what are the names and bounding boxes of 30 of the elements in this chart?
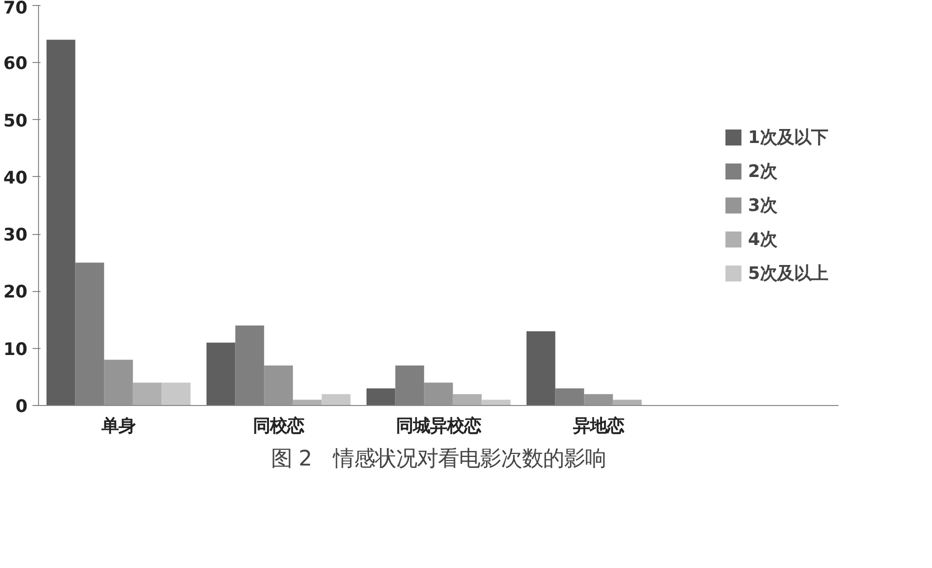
y-tick-label: 40 bbox=[3, 168, 28, 188]
y-tick-label: 10 bbox=[3, 340, 28, 360]
bar bbox=[366, 388, 396, 406]
bar bbox=[132, 382, 162, 406]
bar bbox=[46, 40, 76, 406]
bar bbox=[264, 366, 293, 406]
bar bbox=[584, 394, 613, 406]
text: 图 2 情感状况对看电影次数的影响 bbox=[270, 446, 606, 472]
bar bbox=[206, 342, 236, 406]
bar bbox=[322, 394, 350, 406]
y-tick-label: 30 bbox=[3, 226, 28, 246]
x-tick-label: 异地恋 bbox=[572, 416, 624, 436]
legend-label: 1次及以下 bbox=[748, 127, 828, 149]
legend-label: 5次及以上 bbox=[748, 263, 828, 285]
y-tick-label: 20 bbox=[3, 282, 28, 303]
y-tick-label: 60 bbox=[3, 54, 28, 74]
bar bbox=[104, 360, 133, 406]
x-tick-label: 同校恋 bbox=[253, 416, 304, 436]
bar bbox=[526, 331, 556, 406]
legend-label: 4次 bbox=[748, 229, 777, 251]
y-tick-label: 70 bbox=[3, 0, 28, 18]
bar bbox=[424, 382, 453, 406]
bar bbox=[162, 382, 190, 406]
legend-label: 3次 bbox=[748, 195, 777, 217]
y-tick-label: 50 bbox=[3, 111, 28, 132]
y-tick-label: 0 bbox=[15, 397, 28, 417]
bar bbox=[452, 394, 482, 406]
x-tick-label: 单身 bbox=[100, 416, 136, 436]
legend-label: 2次 bbox=[748, 161, 777, 183]
x-tick-label: 同城异校恋 bbox=[396, 416, 481, 436]
